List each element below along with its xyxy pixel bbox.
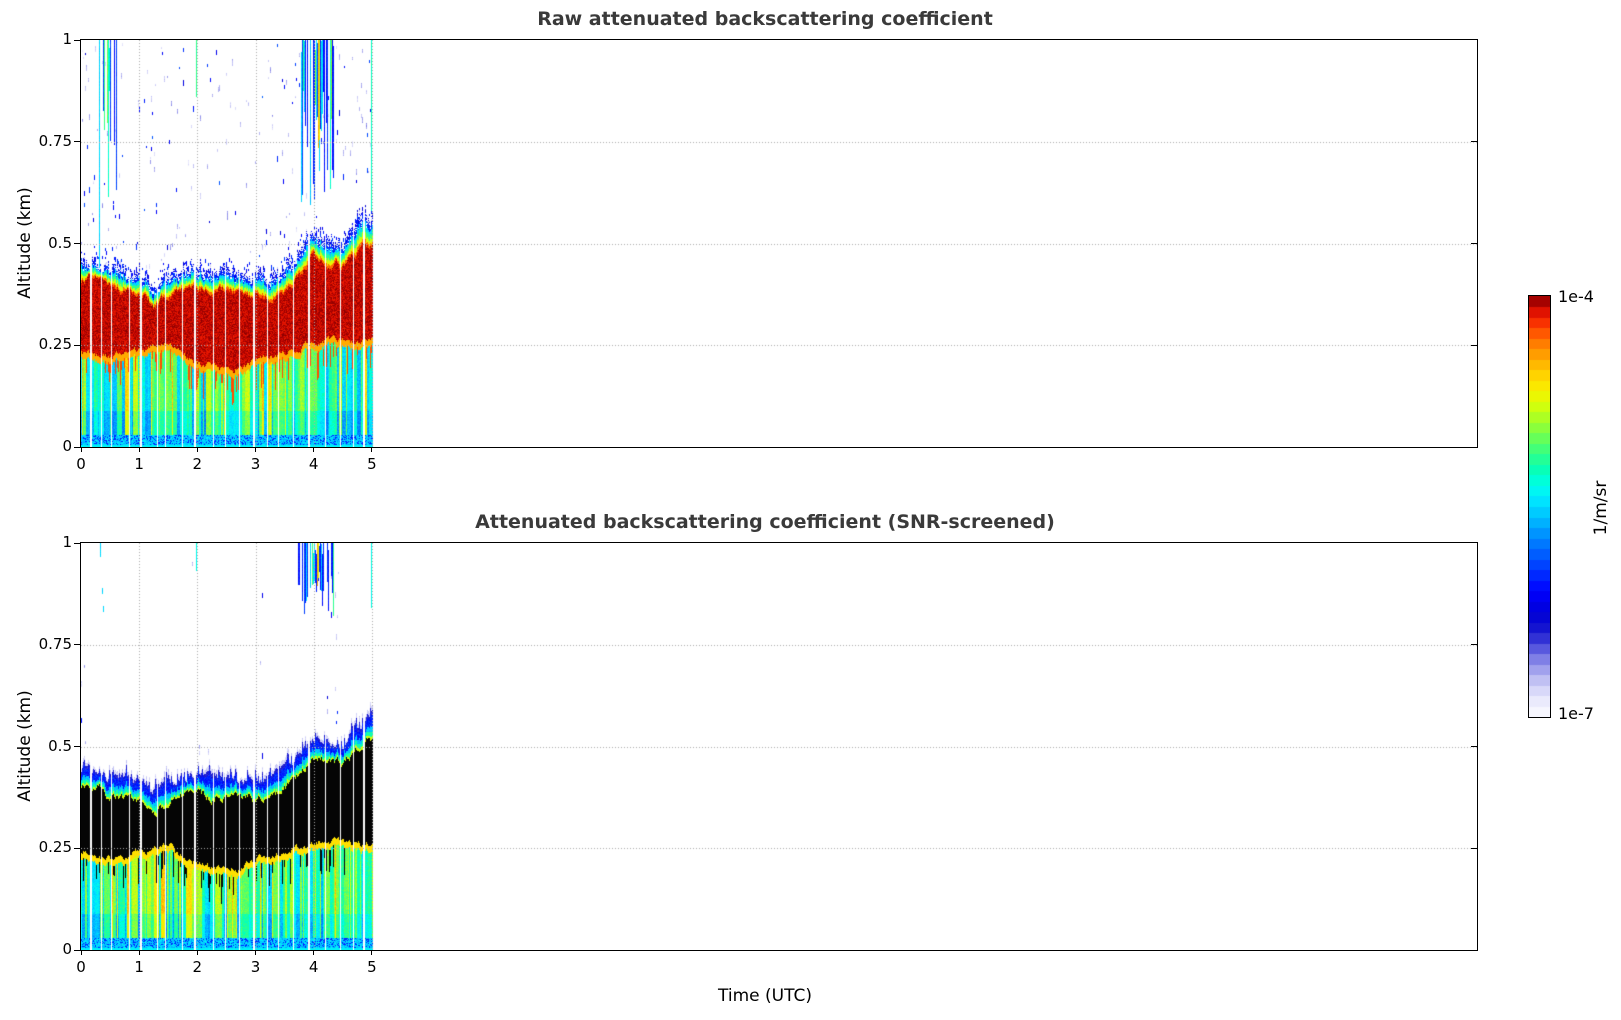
x-tick-mark (313, 447, 315, 452)
y-tick-label: 0 (62, 940, 72, 958)
y-tick-mark-right (1471, 644, 1477, 646)
x-tick-label: 2 (192, 455, 203, 473)
y-tick-mark-right (1471, 746, 1477, 747)
x-axis-label: Time (UTC) (718, 986, 812, 1006)
x-tick-label: 2 (192, 958, 203, 976)
x-tick-mark (371, 950, 373, 955)
x-tick-mark (255, 447, 256, 452)
x-tick-label: 5 (367, 455, 377, 473)
y-tick-label: 0.25 (38, 335, 72, 354)
y-tick-label: 0.75 (38, 131, 72, 150)
y-tick-label: 0.5 (48, 736, 72, 755)
y-tick-mark (74, 542, 80, 544)
colorbar-min-label: 1e-7 (1558, 704, 1594, 723)
panel1-title: Raw attenuated backscattering coefficien… (537, 8, 993, 30)
y-tick-label: 0.75 (38, 634, 72, 653)
x-tick-label: 5 (367, 958, 377, 976)
x-tick-label: 1 (134, 958, 144, 976)
x-tick-mark (313, 950, 315, 955)
y-tick-mark (74, 446, 80, 448)
colorbar (1529, 296, 1550, 717)
y-tick-mark-right (1471, 243, 1477, 244)
x-tick-mark (138, 447, 140, 452)
colorbar-max-label: 1e-4 (1558, 287, 1594, 306)
y-tick-mark (74, 344, 80, 346)
panel1-heatmap (81, 40, 1477, 447)
y-tick-mark-right (1471, 847, 1477, 849)
colorbar-unit-label: 1/m/sr (1591, 480, 1611, 536)
x-tick-label: 0 (76, 958, 86, 976)
x-tick-mark (80, 447, 82, 452)
x-tick-label: 4 (308, 455, 319, 473)
y-tick-label: 0 (62, 437, 72, 455)
x-tick-label: 3 (250, 958, 261, 976)
y-tick-mark-right (1471, 344, 1477, 346)
x-tick-mark (80, 950, 82, 955)
x-tick-mark (196, 950, 198, 955)
panel2-heatmap (81, 543, 1477, 950)
y-tick-mark (74, 141, 80, 143)
y-tick-label: 0.25 (38, 838, 72, 857)
x-tick-label: 1 (134, 455, 144, 473)
y-tick-mark-right (1471, 141, 1477, 143)
x-tick-label: 3 (250, 455, 261, 473)
y-tick-mark (74, 243, 80, 244)
panel2-title: Attenuated backscattering coefficient (S… (475, 511, 1055, 533)
x-tick-mark (371, 447, 373, 452)
x-tick-label: 0 (76, 455, 86, 473)
x-tick-mark (138, 950, 140, 955)
y-tick-mark (74, 39, 80, 41)
y-tick-mark (74, 644, 80, 646)
x-tick-mark (196, 447, 198, 452)
y-tick-label: 1 (62, 533, 72, 551)
y-tick-label: 1 (62, 30, 72, 48)
y-tick-mark (74, 949, 80, 951)
x-tick-mark (255, 950, 256, 955)
y-tick-mark (74, 746, 80, 747)
x-tick-label: 4 (308, 958, 319, 976)
y-tick-mark (74, 847, 80, 849)
y-tick-label: 0.5 (48, 233, 72, 252)
